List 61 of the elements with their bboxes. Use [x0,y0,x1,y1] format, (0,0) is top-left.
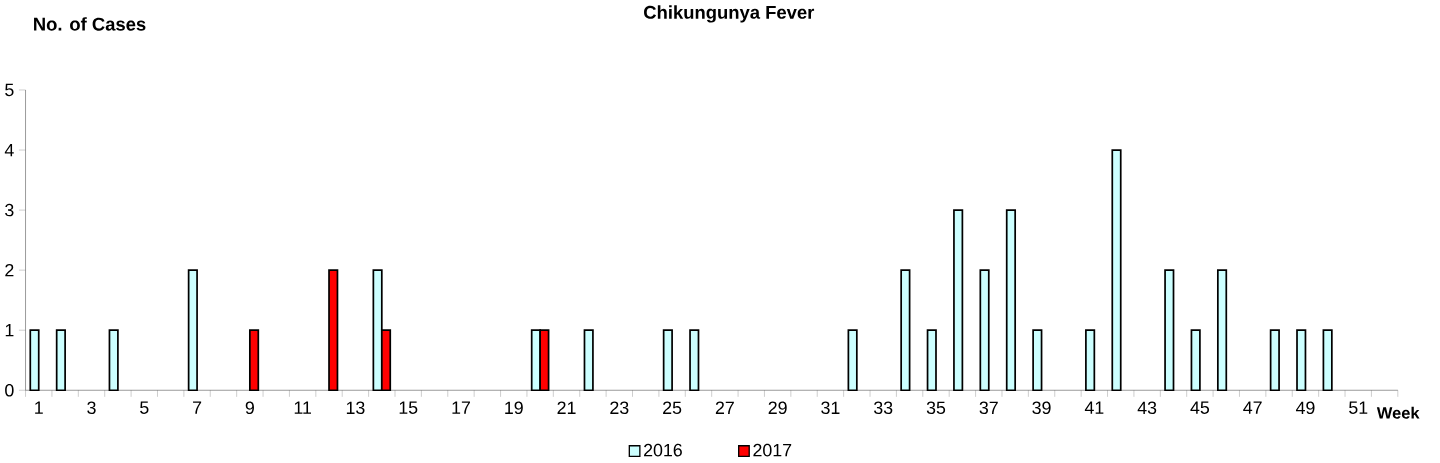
x-tick-label: 11 [294,401,311,414]
bar [583,329,594,391]
y-tick-label: 0 [5,383,14,397]
bar [689,329,700,391]
x-tick-label: 39 [1032,401,1051,414]
x-tick-label: 5 [140,401,149,414]
y-tick-label: 3 [5,203,14,217]
x-tick-label: 1 [35,401,43,414]
y-tick-label: 2 [5,263,14,277]
y-tick-label: 4 [4,143,14,156]
bar [248,329,260,391]
bar [1216,269,1228,391]
x-tick-label: 35 [926,401,946,414]
x-tick-label: 3 [87,401,96,414]
x-tick-label: 43 [1137,401,1157,414]
bar [55,329,66,391]
x-tick-label: 33 [874,401,893,414]
x-tick-label: 29 [768,401,787,414]
bar [1005,208,1017,391]
x-tick-label: 19 [505,401,523,414]
bar [29,329,40,391]
bar [953,208,964,391]
bar [328,269,339,391]
bar [187,269,198,391]
bar [1164,269,1175,391]
x-tick-label: 51 [1349,401,1368,414]
bar [1032,329,1043,391]
x-tick-label: 47 [1243,401,1262,414]
bar [979,269,990,391]
x-tick-label: 41 [1084,401,1104,414]
y-tick-label: 1 [5,323,14,337]
bar [847,329,858,391]
x-tick-label: 31 [821,401,840,414]
legend-label: 2016 [644,443,682,457]
bar [108,329,119,391]
x-tick-label: 21 [557,401,576,414]
legend-label: 2017 [753,443,792,457]
x-tick-label: 17 [452,401,470,414]
x-tick-label: 27 [715,401,734,414]
bar [662,329,673,391]
x-tick-label: 13 [346,401,365,414]
x-tick-label: 45 [1190,401,1210,414]
bar [900,269,911,391]
x-tick-label: 25 [663,401,682,414]
bar [1111,148,1122,391]
x-tick-label: 49 [1295,401,1315,414]
x-tick-label: 23 [610,401,629,414]
y-tick-label: 5 [5,83,14,96]
bar [1269,329,1280,391]
bar [1296,329,1307,391]
bar [926,329,937,391]
x-tick-label: 37 [979,401,998,414]
chart-title: Chikungunya Fever [644,5,815,23]
x-tick-label: 9 [245,401,254,414]
y-axis-title: No. of Cases [34,16,146,31]
x-tick-label: 7 [193,401,202,414]
bar [1190,329,1201,391]
x-axis-title: Week [1376,406,1420,419]
bar [1085,329,1096,391]
bar [1322,329,1333,391]
x-tick-label: 15 [399,401,418,414]
